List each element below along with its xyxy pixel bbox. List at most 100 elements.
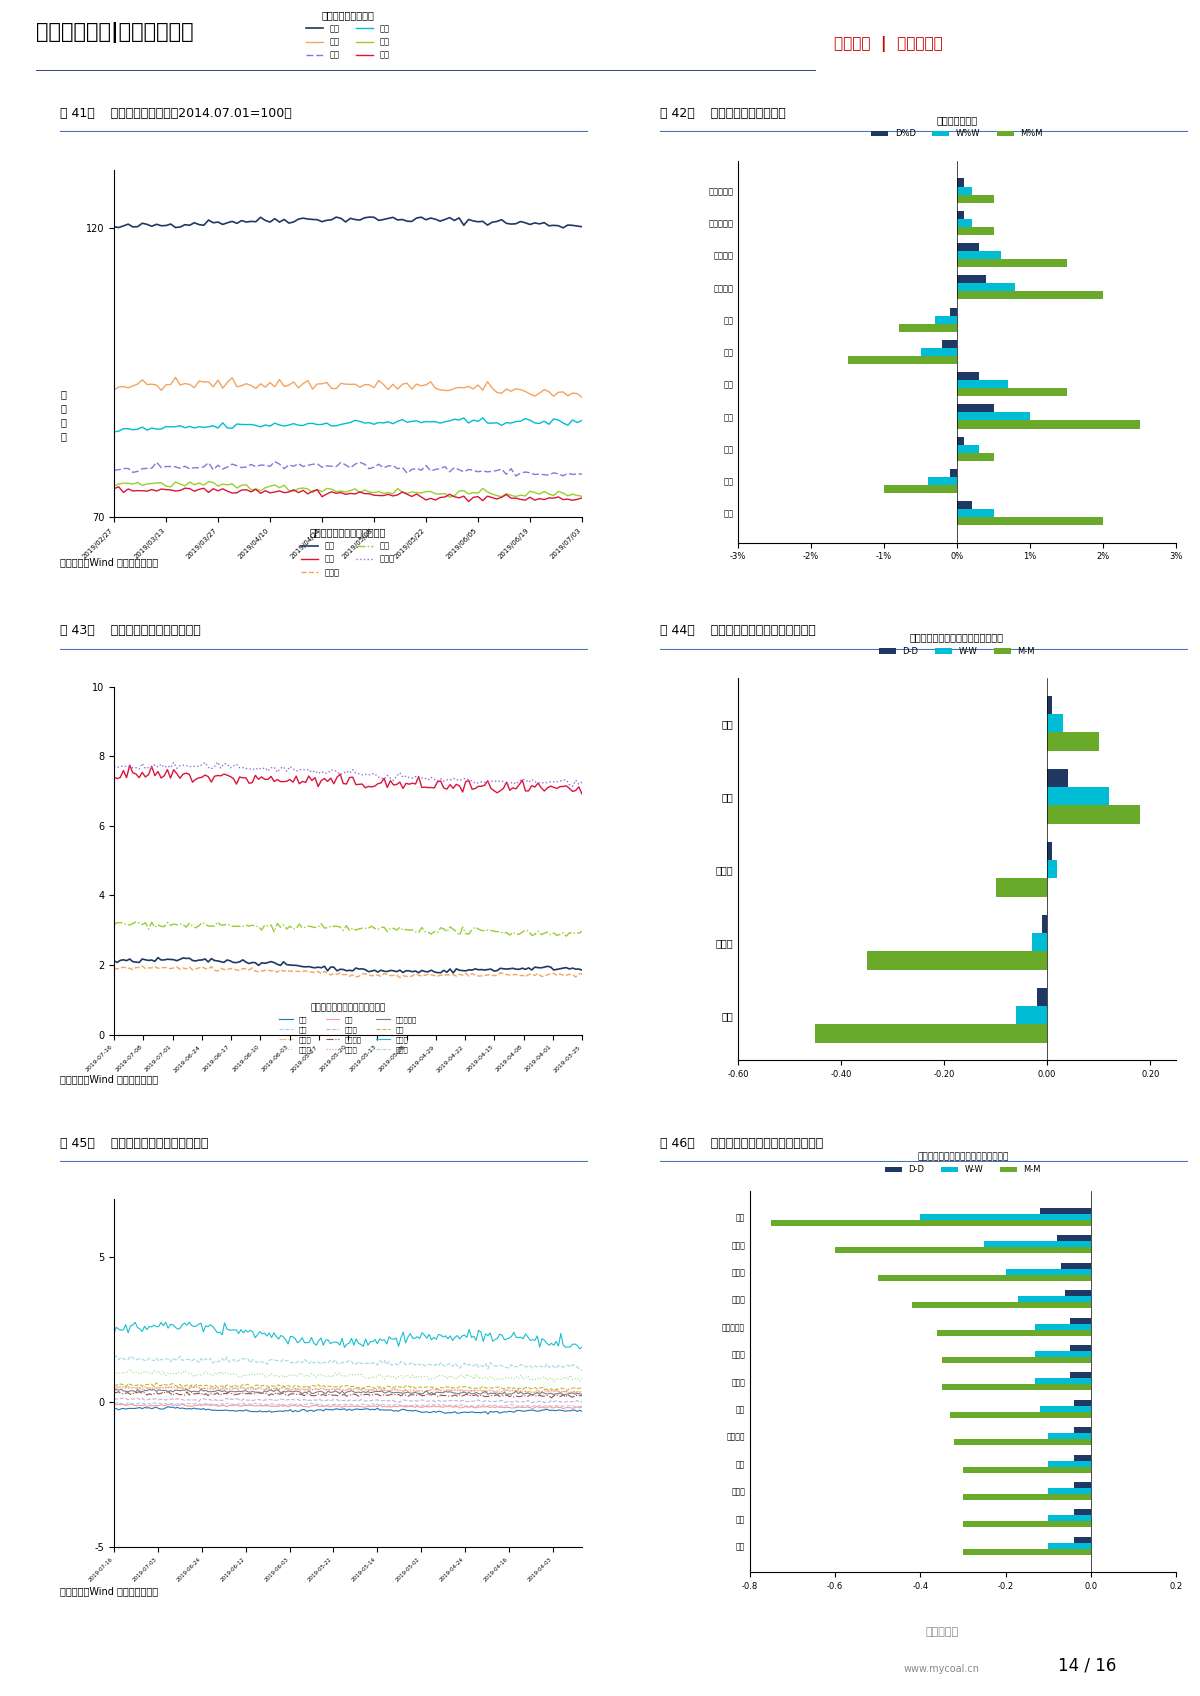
奥地利	[540, 1392, 554, 1413]
Text: 图 44：    美洲十年期国债收益率价格表现: 图 44： 美洲十年期国债收益率价格表现	[660, 624, 816, 638]
加拿大	[355, 963, 370, 984]
Text: www.mycoal.cn: www.mycoal.cn	[904, 1664, 980, 1674]
Legend: D-D, W-W, M-M: D-D, W-W, M-M	[876, 629, 1038, 660]
Bar	[1074, 1482, 1091, 1487]
Bar	[1048, 714, 1063, 733]
美国	[433, 963, 448, 984]
Text: 我的煤炭网: 我的煤炭网	[925, 1626, 959, 1637]
葡萄牙	[137, 1350, 151, 1370]
Text: 资料来源：Wind 中信期货研究部: 资料来源：Wind 中信期货研究部	[60, 1586, 158, 1596]
斯洛伐克	[234, 1382, 248, 1403]
Bar	[899, 324, 958, 332]
Line: 墨西哥: 墨西哥	[114, 762, 582, 787]
Bar	[1036, 1352, 1091, 1357]
Legend: D-D, W-W, M-M: D-D, W-W, M-M	[882, 1148, 1044, 1177]
斯洛文尼亚	[180, 1379, 194, 1399]
Line: 西班牙: 西班牙	[114, 1369, 582, 1382]
Bar	[954, 1440, 1091, 1445]
西班牙	[137, 1362, 151, 1382]
Bar	[866, 951, 1048, 970]
美国	[575, 960, 589, 980]
美国	[151, 948, 166, 968]
Bar	[958, 227, 994, 236]
巴西	[497, 778, 511, 799]
加拿大	[295, 962, 310, 982]
Bar	[942, 1384, 1091, 1391]
加拿大	[107, 958, 121, 979]
Bar	[878, 1275, 1091, 1280]
意大利	[107, 1323, 121, 1343]
爱尔兰	[185, 1375, 199, 1396]
法国	[556, 1379, 570, 1399]
Bar	[942, 339, 958, 348]
斯洛伐克	[126, 1384, 140, 1404]
墨西哥	[565, 777, 580, 797]
奥地利	[126, 1389, 140, 1409]
法国	[107, 1375, 121, 1396]
比利时	[538, 1381, 552, 1401]
美国	[295, 957, 310, 977]
爱尔兰	[540, 1382, 554, 1403]
Bar	[1048, 733, 1099, 751]
Line: 奥地利: 奥地利	[114, 1398, 582, 1403]
Bar	[958, 509, 994, 517]
芬兰	[234, 1396, 248, 1416]
Line: 荷兰: 荷兰	[114, 1403, 582, 1408]
意大利	[196, 1321, 210, 1342]
奥地利	[107, 1387, 121, 1408]
Bar	[1037, 987, 1048, 1006]
巴西	[295, 772, 310, 792]
加拿大	[499, 965, 514, 985]
意大利	[575, 1338, 589, 1358]
Bar	[958, 195, 994, 202]
Bar	[984, 1241, 1091, 1247]
Bar	[928, 477, 958, 485]
Bar	[958, 412, 1030, 421]
Bar	[958, 219, 972, 227]
巴西	[122, 755, 137, 775]
意大利	[553, 1323, 568, 1343]
Bar	[1048, 841, 1052, 860]
奥地利	[136, 1387, 150, 1408]
奥地利	[234, 1391, 248, 1411]
Line: 芬兰: 芬兰	[114, 1404, 582, 1409]
Bar	[1039, 1406, 1091, 1411]
Bar	[920, 348, 958, 356]
爱尔兰	[126, 1377, 140, 1398]
Bar	[1074, 1537, 1091, 1543]
Bar	[1019, 1296, 1091, 1303]
Bar	[835, 1247, 1091, 1253]
斯洛伐克	[196, 1386, 210, 1406]
Line: 比利时: 比利时	[114, 1386, 582, 1394]
西班牙	[234, 1367, 248, 1387]
Bar	[772, 1219, 1091, 1226]
奥地利	[137, 1391, 151, 1411]
Text: 图 41：    全球汇率市场走势（2014.07.01=100）: 图 41： 全球汇率市场走势（2014.07.01=100）	[60, 107, 292, 120]
比利时	[190, 1375, 204, 1396]
法国	[546, 1381, 560, 1401]
比利时	[234, 1379, 248, 1399]
奥地利	[556, 1392, 570, 1413]
美国	[373, 960, 388, 980]
Legend: 美元, 日元, 加元, 欧元, 英镑, 澳元: 美元, 日元, 加元, 欧元, 英镑, 澳元	[302, 7, 392, 63]
Bar	[1069, 1345, 1091, 1352]
爱尔兰	[234, 1377, 248, 1398]
法国	[538, 1379, 552, 1399]
荷兰	[540, 1396, 554, 1416]
Bar	[958, 210, 965, 219]
Bar	[1069, 1318, 1091, 1323]
加拿大	[264, 960, 278, 980]
意大利	[572, 1338, 587, 1358]
Bar	[958, 380, 1008, 388]
葡萄牙	[234, 1348, 248, 1369]
爱尔兰	[107, 1375, 121, 1396]
德国	[126, 1398, 140, 1418]
Bar	[958, 388, 1067, 397]
芬兰	[556, 1399, 570, 1420]
Bar	[935, 315, 958, 324]
斯洛文尼亚	[553, 1382, 568, 1403]
Text: 图 45：    欧元区十年期国债收益率走势: 图 45： 欧元区十年期国债收益率走势	[60, 1136, 209, 1150]
智利	[497, 923, 511, 943]
Bar	[1036, 1379, 1091, 1384]
巴西	[373, 773, 388, 794]
